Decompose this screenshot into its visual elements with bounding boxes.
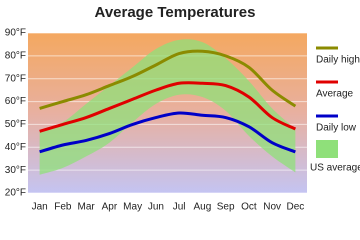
x-tick-label: Oct <box>241 202 257 213</box>
x-tick-label: Mar <box>78 202 96 213</box>
line <box>39 81 297 133</box>
legend-swatch <box>316 140 338 158</box>
y-tick-label: 50°F <box>5 119 26 130</box>
x-tick-label: Dec <box>286 202 304 213</box>
chart-title: Average Temperatures <box>95 4 256 21</box>
legend-label: Daily high <box>316 55 360 66</box>
us-average-band <box>39 39 296 175</box>
x-tick-label: Nov <box>263 202 281 213</box>
x-tick-label: May <box>123 202 142 213</box>
x-tick-label: Aug <box>193 202 211 213</box>
y-tick-label: 60°F <box>5 96 26 107</box>
x-tick-label: Jul <box>173 202 186 213</box>
y-tick-label: 90°F <box>5 28 26 39</box>
legend-label: US average <box>310 163 360 174</box>
page: {"chart_data": {"type": "line", "title":… <box>4 3 360 213</box>
y-tick-label: 70°F <box>5 73 26 84</box>
x-tick-label: Sep <box>217 202 235 213</box>
line <box>39 49 297 110</box>
y-tick-label: 40°F <box>5 142 26 153</box>
chart: Average Temperatures 20°F 30°F 40°F 50°F 60°… <box>5 4 360 213</box>
y-tick-label: 80°F <box>5 50 26 61</box>
x-tick-label: Jan <box>32 202 48 213</box>
legend-label: Average <box>316 89 354 100</box>
x-tick-label: Feb <box>54 202 72 213</box>
x-tick-label: Apr <box>102 202 118 213</box>
legend-label: Daily low <box>316 123 357 134</box>
line <box>39 111 296 154</box>
x-tick-label: Jun <box>148 202 164 213</box>
y-tick-label: 20°F <box>5 188 26 199</box>
y-tick-label: 30°F <box>5 165 26 176</box>
